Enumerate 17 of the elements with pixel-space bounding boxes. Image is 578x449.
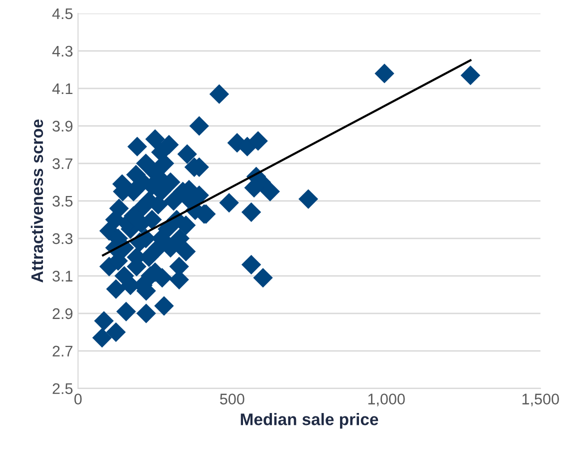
y-tick-label: 4.5 <box>52 8 73 20</box>
x-axis-title: Median sale price <box>240 413 378 429</box>
y-tick-label: 4.3 <box>52 46 72 57</box>
y-axis-title: Attractiveness scroe <box>30 120 44 282</box>
y-tick-label: 3.7 <box>52 158 72 170</box>
y-tick-label: 3.5 <box>52 196 73 207</box>
y-tick-label: 3.1 <box>52 270 72 282</box>
x-tick-label: 500 <box>220 394 244 404</box>
y-tick-label: 2.5 <box>52 383 73 394</box>
x-tick-label: 0 <box>74 394 82 404</box>
x-tick-label: 1,000 <box>368 394 405 406</box>
y-tick-label: 3.3 <box>52 233 72 244</box>
y-tick-label: 3.9 <box>52 120 72 132</box>
x-tick-label: 1,500 <box>522 394 559 406</box>
y-tick-label: 2.7 <box>52 346 72 356</box>
y-tick-label: 2.9 <box>52 308 72 320</box>
y-tick-label: 4.1 <box>52 83 72 94</box>
